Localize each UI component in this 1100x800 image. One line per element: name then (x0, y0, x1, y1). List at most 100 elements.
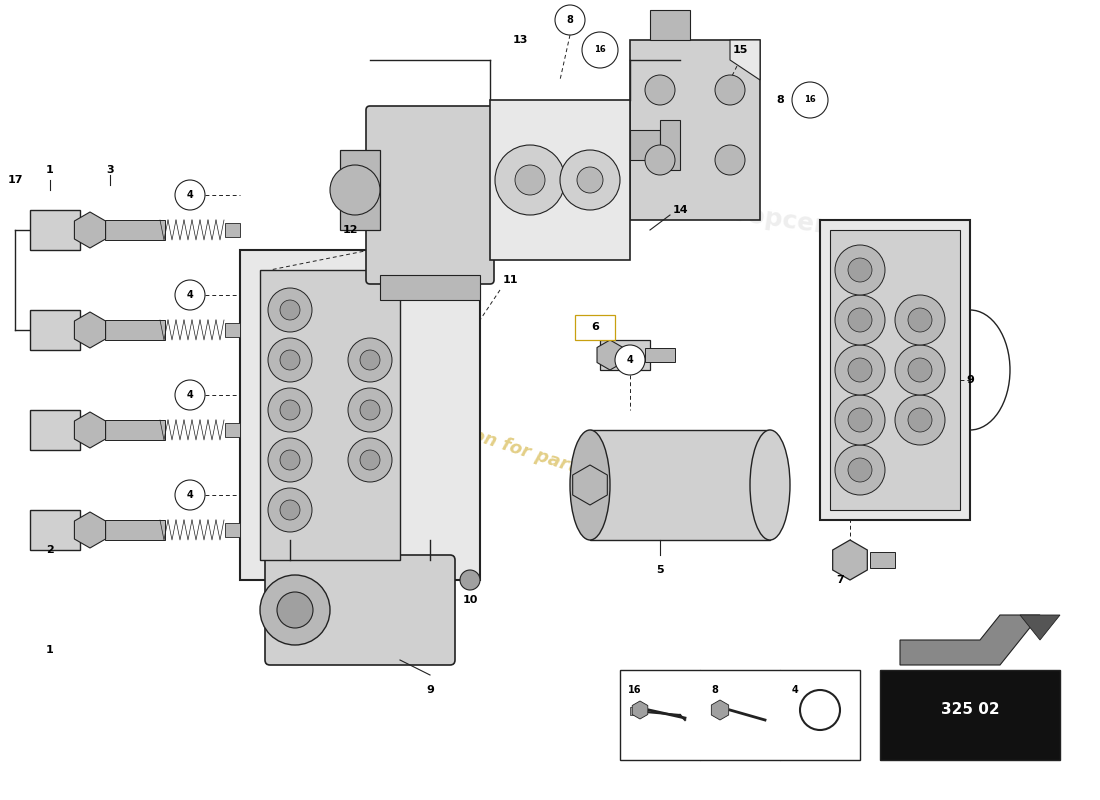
Circle shape (280, 300, 300, 320)
Circle shape (835, 445, 886, 495)
Circle shape (895, 295, 945, 345)
Circle shape (280, 500, 300, 520)
Circle shape (792, 82, 828, 118)
Circle shape (175, 180, 205, 210)
Circle shape (348, 388, 392, 432)
Bar (590, 430, 770, 540)
Text: 325 02: 325 02 (940, 702, 999, 718)
Bar (645, 348, 675, 362)
Bar (340, 150, 379, 230)
Circle shape (908, 408, 932, 432)
Bar (880, 670, 1060, 760)
Circle shape (645, 145, 675, 175)
Circle shape (330, 165, 380, 215)
Bar (226, 223, 240, 237)
Circle shape (848, 258, 872, 282)
Bar (30, 310, 80, 350)
Circle shape (280, 350, 300, 370)
FancyBboxPatch shape (366, 106, 494, 284)
Circle shape (280, 450, 300, 470)
Circle shape (715, 75, 745, 105)
Circle shape (280, 400, 300, 420)
Circle shape (175, 280, 205, 310)
Bar (630, 40, 760, 220)
Circle shape (175, 480, 205, 510)
Circle shape (460, 570, 480, 590)
Bar (630, 130, 660, 160)
Text: 8: 8 (712, 685, 718, 695)
Text: 13: 13 (513, 35, 528, 45)
Bar (630, 707, 638, 715)
Text: 4: 4 (187, 490, 194, 500)
Circle shape (268, 388, 312, 432)
Text: 8: 8 (566, 15, 573, 25)
Circle shape (715, 145, 745, 175)
Bar (104, 520, 165, 540)
Bar (600, 340, 650, 370)
Circle shape (268, 488, 312, 532)
FancyBboxPatch shape (265, 555, 455, 665)
Circle shape (560, 150, 620, 210)
Text: 4: 4 (187, 290, 194, 300)
Text: 12: 12 (342, 225, 358, 235)
Text: 16: 16 (804, 95, 816, 105)
Bar (104, 220, 165, 240)
Ellipse shape (750, 430, 790, 540)
Circle shape (800, 690, 840, 730)
Polygon shape (573, 465, 607, 505)
Bar (226, 423, 240, 437)
Text: 16: 16 (594, 46, 606, 54)
Circle shape (277, 592, 313, 628)
Polygon shape (833, 540, 867, 580)
Bar (260, 270, 400, 560)
Text: 6: 6 (591, 322, 598, 333)
Polygon shape (900, 615, 1040, 665)
Bar (226, 523, 240, 537)
Circle shape (268, 288, 312, 332)
Text: 17: 17 (8, 175, 23, 185)
Polygon shape (597, 340, 623, 370)
Text: 15: 15 (733, 45, 748, 55)
Text: 4: 4 (187, 390, 194, 400)
Text: 8: 8 (777, 95, 784, 105)
Circle shape (360, 450, 379, 470)
Bar (226, 323, 240, 337)
Bar (575, 315, 615, 340)
Bar (650, 10, 690, 40)
Text: 2: 2 (46, 545, 54, 555)
Polygon shape (730, 40, 760, 80)
Circle shape (268, 338, 312, 382)
Circle shape (908, 308, 932, 332)
Circle shape (645, 75, 675, 105)
Circle shape (848, 408, 872, 432)
Bar (104, 420, 165, 440)
Circle shape (848, 358, 872, 382)
Circle shape (835, 295, 886, 345)
Bar (240, 250, 480, 580)
Circle shape (848, 308, 872, 332)
Text: 11: 11 (503, 275, 518, 285)
Polygon shape (75, 412, 106, 448)
Circle shape (848, 458, 872, 482)
Circle shape (268, 438, 312, 482)
Bar (30, 410, 80, 450)
Circle shape (360, 400, 379, 420)
Circle shape (895, 395, 945, 445)
Circle shape (360, 350, 379, 370)
Text: a passion for parts since 1985: a passion for parts since 1985 (402, 404, 698, 516)
Bar (30, 210, 80, 250)
Circle shape (615, 345, 645, 375)
Text: 16: 16 (628, 685, 641, 695)
Circle shape (495, 145, 565, 215)
Text: 9: 9 (966, 375, 974, 385)
Circle shape (835, 245, 886, 295)
Circle shape (582, 32, 618, 68)
Circle shape (260, 575, 330, 645)
Polygon shape (632, 701, 648, 719)
Circle shape (835, 345, 886, 395)
Text: 4: 4 (792, 685, 799, 695)
Circle shape (556, 5, 585, 35)
Text: 1: 1 (46, 165, 54, 175)
Circle shape (578, 167, 603, 193)
Bar (620, 670, 860, 760)
